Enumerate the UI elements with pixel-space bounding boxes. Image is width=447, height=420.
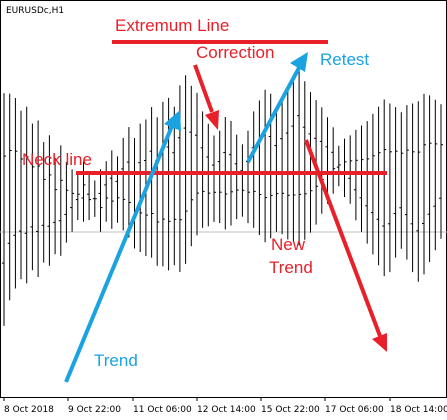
ohlc-bar <box>92 180 97 217</box>
trend-up-arrow-head <box>164 110 181 131</box>
ohlc-bar <box>53 157 58 255</box>
ohlc-bar <box>342 138 347 197</box>
ohlc-bar <box>382 99 387 277</box>
price-bars <box>2 64 443 326</box>
extremum-line-label: Extremum Line <box>115 16 229 35</box>
x-tick-label: 17 Oct 06:00 <box>325 405 384 415</box>
ohlc-bar <box>189 85 194 247</box>
ohlc-bar <box>195 92 199 236</box>
ohlc-bar <box>217 130 222 224</box>
ohlc-bar <box>166 97 171 271</box>
trend-up-label: Trend <box>94 351 138 370</box>
ohlc-bar <box>257 100 262 235</box>
trend-up-arrow <box>64 125 174 383</box>
ohlc-bar <box>58 145 63 256</box>
ohlc-bar <box>263 89 268 243</box>
ohlc-bar <box>87 173 92 221</box>
ohlc-bar <box>149 107 154 258</box>
ohlc-bar <box>75 173 80 221</box>
retest-arrow-head <box>290 52 308 72</box>
ohlc-bar <box>126 127 131 238</box>
ohlc-bar <box>104 161 109 222</box>
ohlc-bar <box>155 117 160 266</box>
ohlc-bar <box>399 112 404 249</box>
ohlc-bar <box>212 135 216 222</box>
ohlc-bar <box>336 145 341 187</box>
ohlc-bar <box>439 104 443 239</box>
retest-label: Retest <box>320 50 369 69</box>
ohlc-bar <box>13 98 18 289</box>
ohlc-bar <box>47 135 52 266</box>
ohlc-bar <box>138 123 143 252</box>
ohlc-bar <box>251 111 256 228</box>
symbol-label: EURUSDc,H1 <box>6 6 64 16</box>
ohlc-bar <box>109 150 114 229</box>
ohlc-bar <box>121 137 126 231</box>
ohlc-bar <box>206 123 211 227</box>
ohlc-bar <box>70 169 75 232</box>
x-tick-label: 11 Oct 06:00 <box>133 405 192 415</box>
ohlc-bar <box>365 121 370 244</box>
x-tick-label: 15 Oct 22:00 <box>261 405 320 415</box>
ohlc-bar <box>19 110 23 280</box>
x-tick-label: 9 Oct 22:00 <box>68 405 121 415</box>
ohlc-bar <box>285 88 290 240</box>
ohlc-bar <box>433 99 438 251</box>
ohlc-bar <box>64 162 69 243</box>
ohlc-bar <box>200 111 205 228</box>
ohlc-bar <box>172 106 177 266</box>
ohlc-bar <box>416 101 421 282</box>
x-tick-label: 12 Oct 14:00 <box>197 405 256 415</box>
new-trend-label-line1: New <box>271 235 306 254</box>
ohlc-bar <box>183 75 188 264</box>
ohlc-bar <box>280 97 285 235</box>
ohlc-bar <box>410 103 415 273</box>
ohlc-bar <box>422 93 426 275</box>
ohlc-bar <box>353 129 358 221</box>
ohlc-bar <box>370 113 375 255</box>
ohlc-bar <box>30 123 35 271</box>
ohlc-bar <box>7 93 12 301</box>
ohlc-bar <box>234 134 239 220</box>
ohlc-bar <box>160 101 165 267</box>
ohlc-bar <box>240 144 245 217</box>
ohlc-bar <box>331 127 336 194</box>
correction-label: Correction <box>196 43 274 62</box>
ohlc-bar <box>427 95 432 262</box>
ohlc-bar <box>41 142 46 263</box>
ohlc-bar <box>246 130 250 224</box>
x-tick-label: 8 Oct 2018 <box>4 405 54 415</box>
ohlc-bar <box>319 107 324 214</box>
ohlc-bar <box>24 106 29 284</box>
new-trend-arrow <box>304 139 382 337</box>
x-axis-ticks: 8 Oct 2018 9 Oct 22:00 11 Oct 06:00 12 Oct … <box>3 397 447 415</box>
annotation-arrows <box>64 52 387 383</box>
ohlc-bar <box>393 107 398 258</box>
new-trend-label-line2: Trend <box>269 258 313 277</box>
ohlc-bar <box>81 161 86 222</box>
ohlc-bar <box>404 105 409 260</box>
ohlc-bar <box>297 64 302 246</box>
neck-line-label: Neck line <box>22 150 92 169</box>
ohlc-bar <box>274 107 279 232</box>
ohlc-bar <box>308 92 313 233</box>
ohlc-bar <box>387 103 392 273</box>
ohlc-bar <box>291 79 296 242</box>
ohlc-bar <box>302 81 307 240</box>
correction-arrow-head <box>205 110 219 130</box>
ohlc-bar <box>98 169 103 232</box>
ohlc-bar <box>2 93 6 326</box>
ohlc-bar <box>36 120 41 277</box>
ohlc-bar <box>376 106 381 266</box>
x-tick-label: 18 Oct 14:00 <box>390 405 447 415</box>
correction-arrow <box>193 64 214 113</box>
ohlc-bar <box>115 156 120 223</box>
ohlc-bar <box>359 125 364 232</box>
ohlc-bar <box>348 135 353 204</box>
new-trend-arrow-head <box>372 333 387 352</box>
retest-arrow <box>246 65 302 163</box>
